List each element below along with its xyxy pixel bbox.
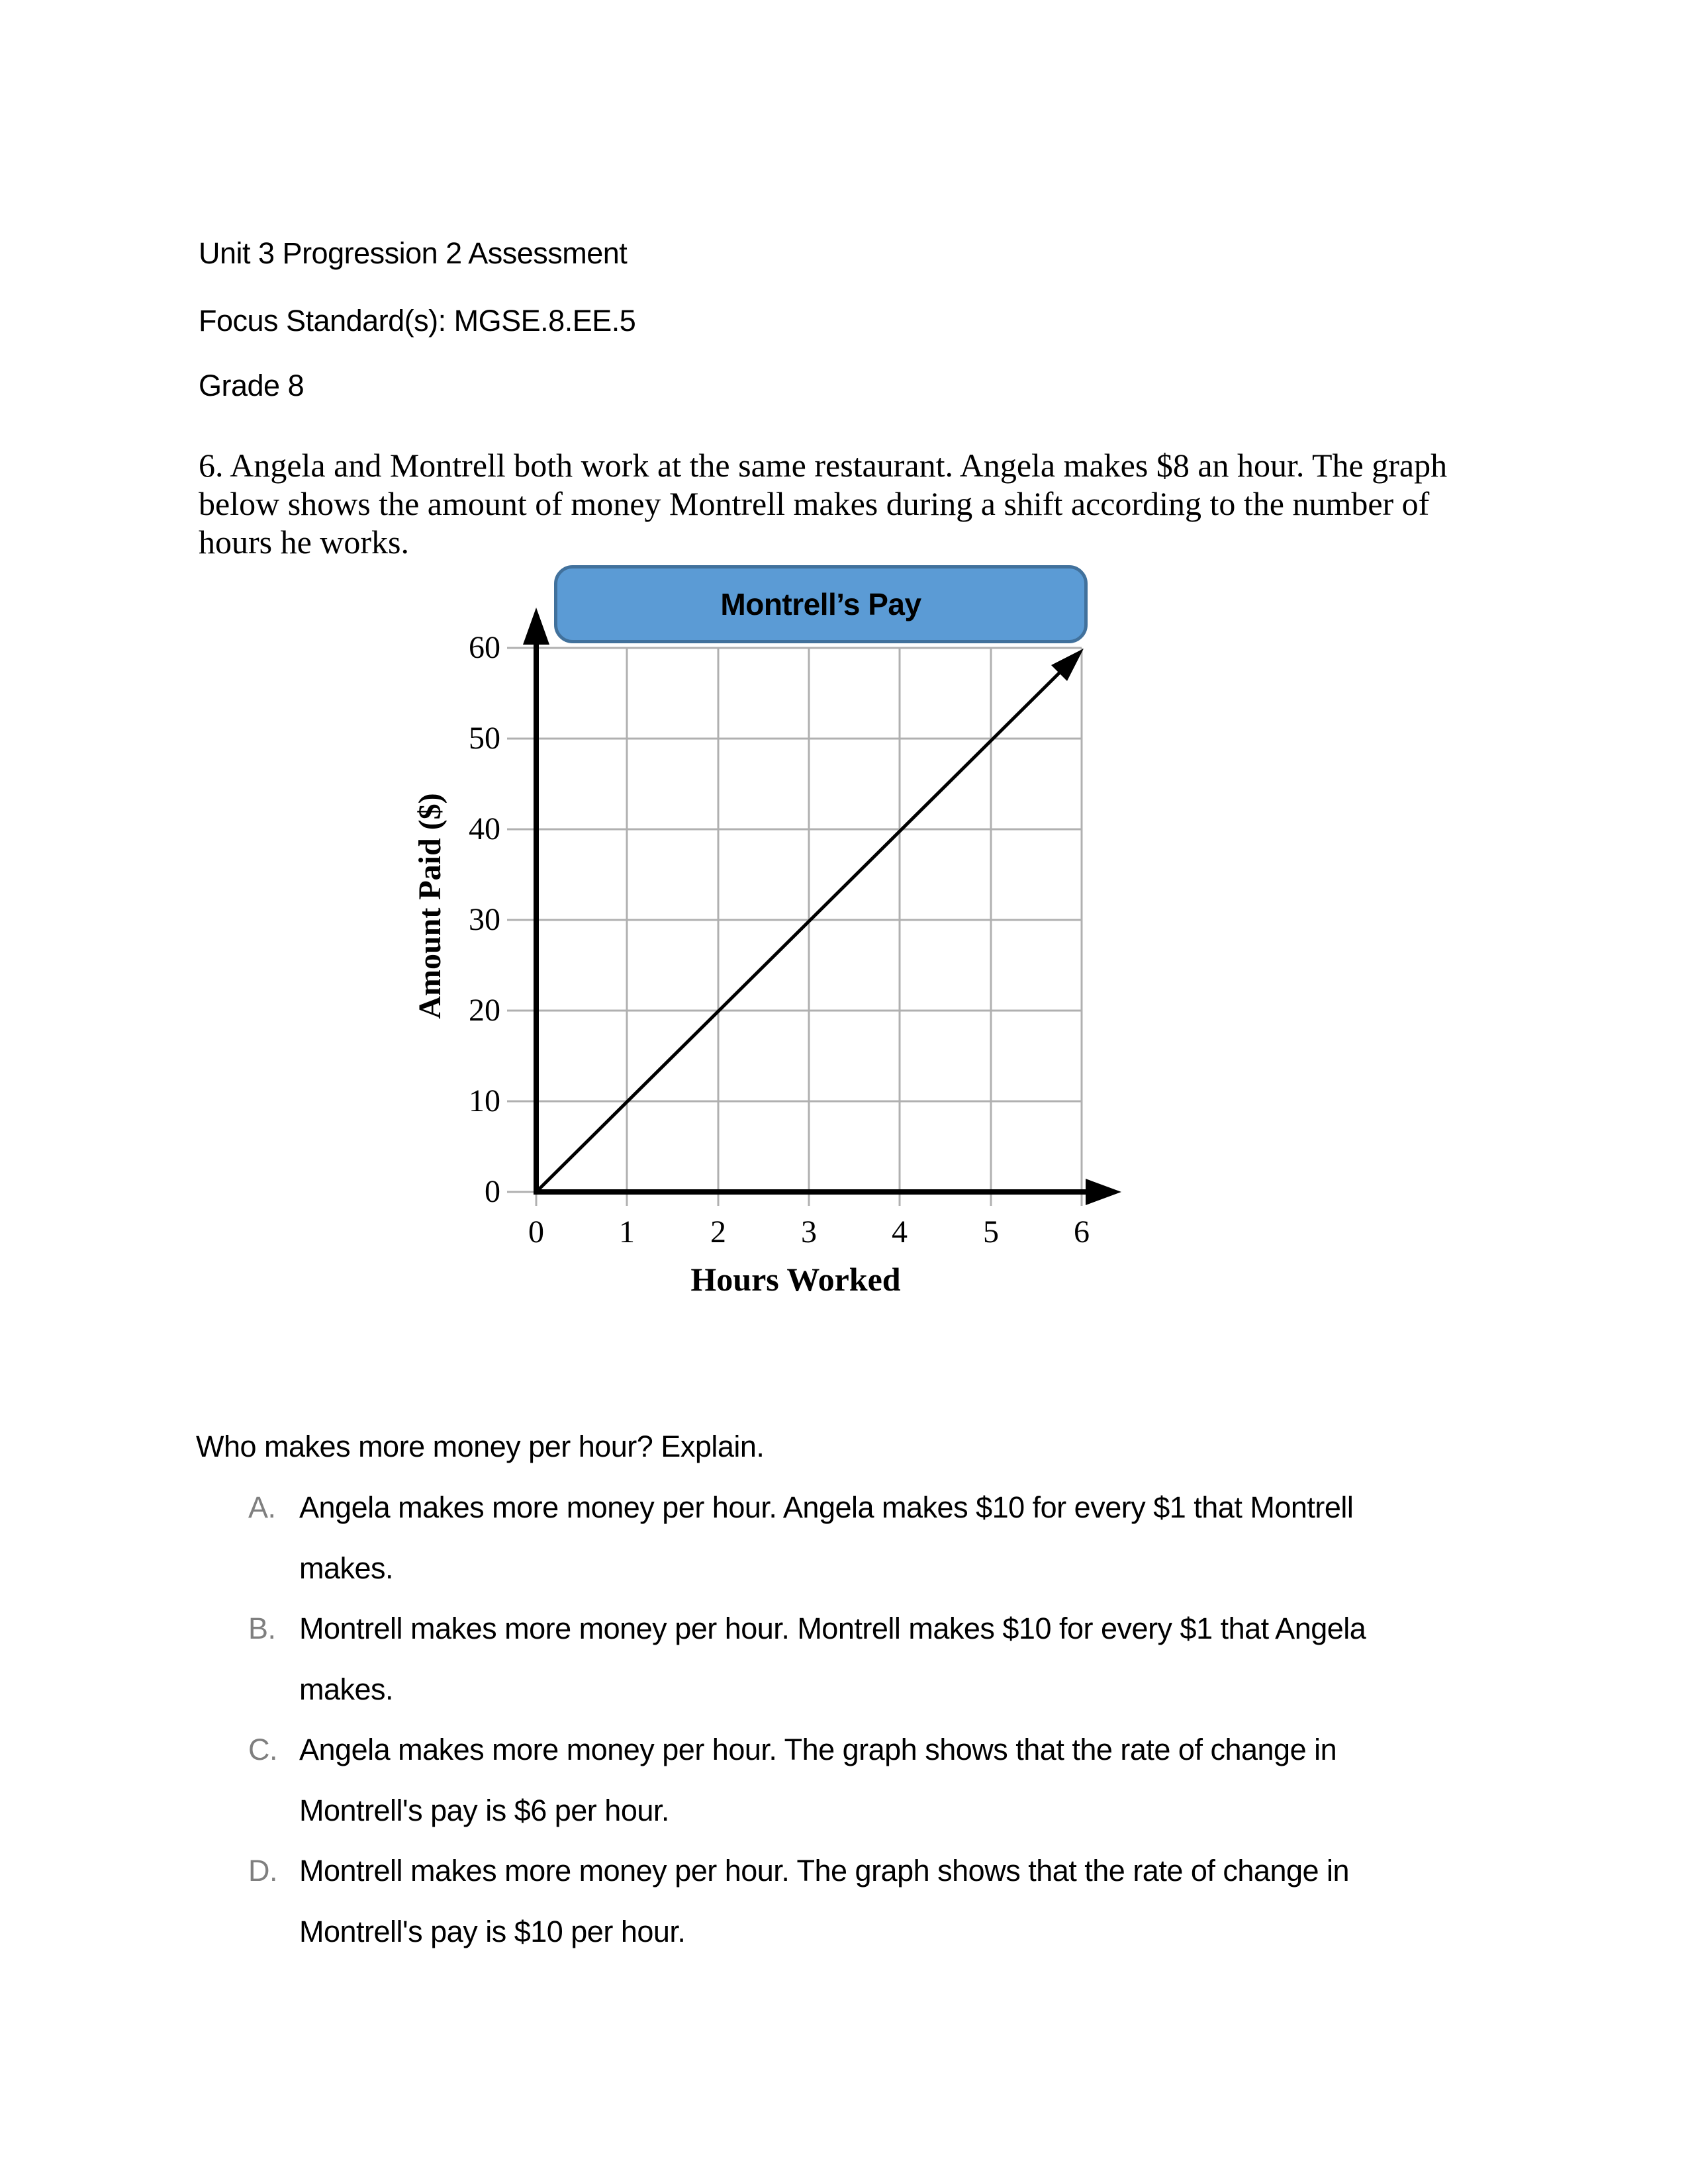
question-text-line: 6. Angela and Montrell both work at the …: [199, 447, 1448, 484]
option-c-letter: C.: [248, 1733, 278, 1766]
y-tick-label: 40: [469, 811, 500, 846]
option-a-text-line: makes.: [299, 1551, 394, 1585]
pay-line-series: [536, 649, 1084, 1192]
x-tick-label: 5: [983, 1214, 999, 1250]
option-c: C. Angela makes more money per hour. The…: [248, 1719, 1366, 1841]
option-a-letter: A.: [248, 1490, 276, 1524]
y-tick-label: 30: [469, 902, 500, 937]
answer-options: A. Angela makes more money per hour. Ang…: [248, 1477, 1366, 1962]
option-a: A. Angela makes more money per hour. Ang…: [248, 1477, 1366, 1598]
x-tick-label: 6: [1074, 1214, 1090, 1250]
horizontal-gridlines: [507, 647, 1082, 1193]
y-axis-title: Amount Paid ($): [412, 793, 447, 1019]
x-tick-label: 3: [801, 1214, 817, 1250]
x-tick-label: 1: [619, 1214, 635, 1250]
x-tick-label: 0: [528, 1214, 544, 1250]
focus-standard: Focus Standard(s): MGSE.8.EE.5: [199, 304, 636, 338]
assessment-title: Unit 3 Progression 2 Assessment: [199, 236, 628, 270]
question-text-line: below shows the amount of money Montrell…: [199, 485, 1430, 522]
x-axis-title: Hours Worked: [690, 1261, 901, 1298]
x-tick-label: 2: [710, 1214, 726, 1250]
y-tick-label: 20: [469, 993, 500, 1028]
option-c-text-line: Montrell's pay is $6 per hour.: [299, 1793, 669, 1827]
option-d-letter: D.: [248, 1854, 278, 1888]
vertical-gridlines: [535, 648, 1083, 1206]
option-b-text-line: Montrell makes more money per hour. Mont…: [299, 1612, 1366, 1645]
y-tick-label: 0: [485, 1174, 500, 1209]
option-b: B. Montrell makes more money per hour. M…: [248, 1598, 1366, 1719]
x-axis: [534, 1179, 1121, 1205]
x-tick-label: 4: [892, 1214, 908, 1250]
y-tick-label: 50: [469, 721, 500, 756]
option-d-text-line: Montrell's pay is $10 per hour.: [299, 1914, 686, 1948]
grade-level: Grade 8: [199, 369, 305, 402]
question-text-line: hours he works.: [199, 523, 410, 561]
option-b-letter: B.: [248, 1612, 276, 1645]
option-d: D. Montrell makes more money per hour. T…: [248, 1841, 1366, 1962]
option-d-text-line: Montrell makes more money per hour. The …: [299, 1854, 1350, 1888]
chart-title: Montrell’s Pay: [720, 587, 921, 621]
y-tick-label: 10: [469, 1083, 500, 1118]
y-axis: [523, 608, 549, 1195]
option-b-text-line: makes.: [299, 1672, 394, 1706]
question-prompt: Who makes more money per hour? Explain.: [196, 1430, 765, 1463]
chart-title-box: Montrell’s Pay: [554, 565, 1088, 643]
y-tick-label: 60: [469, 630, 500, 665]
option-a-text-line: Angela makes more money per hour. Angela…: [299, 1490, 1354, 1524]
option-c-text-line: Angela makes more money per hour. The gr…: [299, 1733, 1337, 1766]
